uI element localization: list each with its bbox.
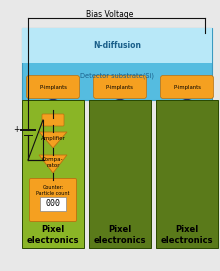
Bar	[22, 100, 84, 248]
Text: P-implants: P-implants	[39, 85, 67, 89]
Ellipse shape	[178, 99, 196, 111]
FancyBboxPatch shape	[29, 179, 77, 221]
Ellipse shape	[44, 99, 62, 111]
FancyBboxPatch shape	[161, 76, 213, 98]
FancyBboxPatch shape	[26, 76, 79, 98]
Text: Compa-
rator: Compa- rator	[42, 157, 64, 168]
Bar	[22, 28, 212, 63]
Text: N-diffusion: N-diffusion	[93, 41, 141, 50]
Text: P-implants: P-implants	[106, 85, 134, 89]
Text: Amplifier: Amplifier	[40, 136, 65, 141]
Bar	[40, 197, 66, 211]
Text: Detector substrate(Si): Detector substrate(Si)	[80, 72, 154, 79]
Bar	[156, 100, 218, 248]
Bar	[89, 100, 151, 248]
Text: Pixel
electronics: Pixel electronics	[161, 225, 213, 245]
Ellipse shape	[112, 99, 128, 111]
Text: Pixel
electronics: Pixel electronics	[94, 225, 146, 245]
Text: +: +	[13, 125, 19, 134]
FancyBboxPatch shape	[94, 76, 147, 98]
Text: 000: 000	[46, 199, 61, 208]
Text: Counter:
Particle count: Counter: Particle count	[36, 185, 70, 196]
Polygon shape	[39, 132, 67, 148]
Polygon shape	[39, 155, 67, 173]
FancyBboxPatch shape	[42, 114, 64, 126]
Text: P-implants: P-implants	[173, 85, 201, 89]
Bar	[22, 28, 212, 100]
Text: Pixel
electronics: Pixel electronics	[27, 225, 79, 245]
Text: Bias Voltage: Bias Voltage	[86, 10, 134, 19]
